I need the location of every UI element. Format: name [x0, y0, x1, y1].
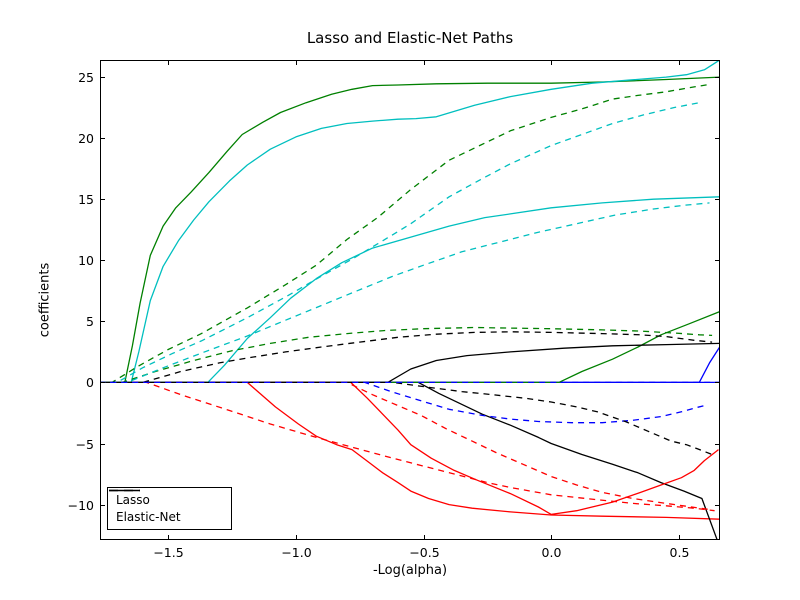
legend-entry-lasso: Lasso: [109, 489, 231, 509]
legend-entry-elastic-net: Elastic-Net: [109, 489, 231, 526]
legend-label-elastic-net: Elastic-Net: [116, 510, 181, 524]
x-tick-label: −1.0: [281, 545, 311, 560]
enet-red-1: [100, 381, 715, 512]
enet-green-1: [100, 83, 710, 384]
y-tick-label: 5: [86, 314, 94, 329]
enet-green-2: [100, 326, 713, 384]
y-tick-label: 15: [78, 192, 94, 207]
axes-frame: [100, 60, 720, 540]
y-tick-label: 0: [86, 375, 94, 390]
enet-black-2: [100, 381, 713, 456]
y-axis-label: coefficients: [37, 262, 53, 338]
elastic-net-dashed-line-sample: [109, 489, 140, 492]
chart-title: Lasso and Elastic-Net Paths: [306, 29, 514, 47]
lasso-red-2: [100, 381, 719, 516]
y-tick-label: 25: [78, 70, 94, 85]
enet-cyan-1: [100, 102, 700, 384]
lasso-cyan-2: [100, 196, 720, 384]
lasso-cyan-1: [100, 60, 720, 384]
enet-blue-dip: [100, 381, 708, 424]
x-tick-label: 0.0: [542, 545, 562, 560]
ticks-group: [101, 61, 719, 539]
y-tick-label: 10: [78, 253, 94, 268]
series-group: [100, 60, 720, 540]
y-tick-label: 20: [78, 131, 94, 146]
lasso-black-2: [100, 342, 720, 384]
lasso-black-1: [100, 381, 718, 540]
enet-black-1: [100, 331, 713, 384]
enet-cyan-2: [100, 202, 710, 384]
legend-label-lasso: Lasso: [116, 493, 150, 507]
x-axis-label: -Log(alpha): [372, 563, 448, 578]
lasso-green-1: [100, 76, 720, 384]
enet-red-2: [100, 381, 710, 511]
lasso-green-2: [100, 310, 720, 384]
legend: Lasso Elastic-Net: [107, 487, 232, 530]
x-tick-label: −1.5: [153, 545, 183, 560]
y-tick-label: −5: [76, 437, 94, 452]
x-tick-label: 0.5: [670, 545, 690, 560]
x-tick-label: −0.5: [409, 545, 439, 560]
tick-labels-group: −1.5 −1.0 −0.5 0.0 0.5 25 20 15 10 5 0 −5 −10: [68, 70, 690, 560]
y-tick-label: −10: [68, 498, 94, 513]
